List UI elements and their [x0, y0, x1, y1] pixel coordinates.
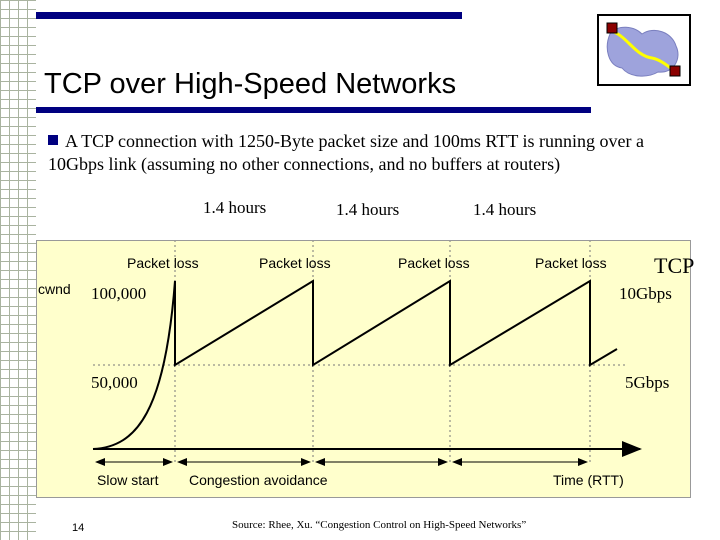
top-bar: [36, 12, 462, 19]
y-axis-label: cwnd: [38, 281, 71, 297]
slow-start-label: Slow start: [97, 472, 159, 488]
packet-loss-label: Packet loss: [535, 255, 607, 271]
congestion-avoidance-label: Congestion avoidance: [189, 472, 328, 488]
grid-decoration: [0, 0, 36, 540]
source-citation: Source: Rhee, Xu. “Congestion Control on…: [232, 519, 527, 531]
cwnd-diagram: Packet loss Packet loss Packet loss Pack…: [36, 240, 695, 498]
time-guides: [174, 241, 591, 463]
x-axis-label: Time (RTT): [553, 472, 624, 488]
title-underline: [36, 107, 591, 113]
hours-label: 1.4 hours: [203, 198, 267, 217]
packet-loss-label: Packet loss: [398, 255, 470, 271]
diagram-canvas: [92, 241, 642, 466]
bullet-text: A TCP connection with 1250-Byte packet s…: [48, 131, 644, 174]
page-number: 14: [72, 522, 85, 534]
cwnd-curve: [92, 279, 618, 450]
hours-label: 1.4 hours: [336, 200, 400, 219]
packet-loss-label: Packet loss: [127, 255, 199, 271]
hours-label: 1.4 hours: [473, 200, 537, 219]
bullet-icon: [48, 135, 58, 145]
network-logo: [597, 14, 691, 86]
y-tick-label: 50,000: [91, 373, 138, 392]
page-title: TCP over High-Speed Networks: [44, 68, 457, 100]
half-capacity-label: 5Gbps: [625, 373, 670, 392]
y-tick-label: 100,000: [91, 284, 147, 303]
link-capacity-label: 10Gbps: [619, 284, 672, 303]
tcp-label: TCP: [654, 253, 695, 278]
packet-loss-label: Packet loss: [259, 255, 331, 271]
bullet-point: A TCP connection with 1250-Byte packet s…: [48, 130, 688, 176]
